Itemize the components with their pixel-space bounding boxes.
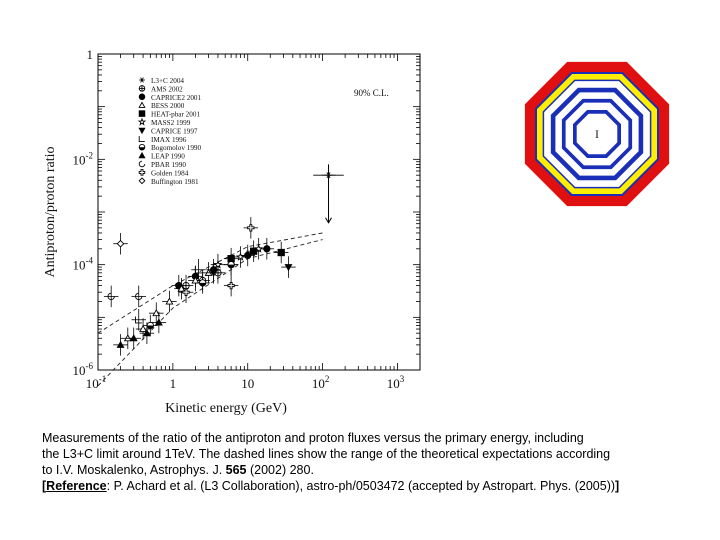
data-point-triangle-down-filled	[206, 262, 221, 284]
legend-label: L3+C 2004	[151, 77, 184, 85]
legend-label: Bogomolov 1990	[151, 144, 202, 152]
data-point-cross-open	[243, 217, 259, 239]
y-tick-label: 10-4	[73, 256, 94, 273]
data-point-triangle-open	[149, 302, 164, 324]
reference-label: Reference	[46, 479, 107, 493]
y-tick-label: 1	[87, 47, 94, 62]
data-point-triangle-open	[135, 318, 151, 340]
data-point-star	[210, 253, 226, 276]
caption-line-1: Measurements of the ratio of the antipro…	[42, 431, 584, 445]
data-point-triangle-filled	[113, 334, 128, 356]
theory-band	[97, 232, 323, 387]
legend-item: CAPRICE2 2001	[138, 93, 202, 102]
x-tick-label: 103	[387, 374, 405, 391]
data-point-cross-open	[223, 274, 239, 297]
figure-caption: Measurements of the ratio of the antipro…	[42, 430, 702, 494]
data-point-circle-filled	[259, 238, 275, 260]
x-axis-label: Kinetic energy (GeV)	[165, 401, 287, 416]
x-tick-labels: 10-1 1 10 102 103	[86, 374, 405, 391]
legend-label: Buffington 1981	[151, 178, 199, 186]
legend-label: AMS 2002	[151, 85, 183, 93]
caption-line-2: the L3+C limit around 1TeV. The dashed l…	[42, 447, 611, 461]
data-point-triangle-filled	[139, 322, 155, 344]
legend-label: PBAR 1990	[151, 161, 186, 169]
legend-label: HEAT-pbar 2001	[151, 111, 200, 119]
legend-label: IMAX 1996	[151, 136, 187, 144]
detector-diagram: I	[524, 61, 670, 207]
data-point-star	[233, 246, 248, 268]
data-point-bracket	[191, 259, 206, 281]
legend-item: LEAP 1990	[138, 151, 185, 161]
journal-volume: 565	[225, 463, 247, 477]
plot-frame	[97, 53, 421, 371]
data-point-cross-open	[178, 281, 194, 303]
data-point-triangle-filled	[151, 311, 167, 334]
data-point-circle-half	[223, 253, 239, 276]
data-point-square-filled	[273, 241, 289, 264]
data-point-circle-filled	[171, 274, 187, 297]
data-point-circle-half	[195, 272, 210, 294]
caption-reference: [Reference: P. Achard et al. (L3 Collabo…	[42, 479, 620, 493]
antiproton-ratio-chart: 10-1 1 10 102 103 1 10-2 10-4 10-6 L3+C 2004AMS…	[43, 47, 421, 416]
detector-label: I	[595, 127, 599, 141]
theory-lower-line	[97, 239, 323, 387]
legend-item: AMS 2002	[138, 85, 183, 93]
y-tick-label: 10-6	[73, 361, 94, 378]
legend-label: CAPRICE2 2001	[151, 94, 202, 102]
data-point-triangle-filled	[126, 327, 141, 350]
data-point-circle-arrow	[103, 285, 119, 308]
legend-label: MASS2 1999	[151, 119, 191, 127]
legend-item: Bogomolov 1990	[138, 143, 202, 152]
data-point-circle-half	[143, 314, 158, 337]
x-tick-label: 10-1	[86, 374, 107, 391]
data-points	[103, 164, 344, 356]
y-tick-labels: 1 10-2 10-4 10-6	[73, 47, 94, 378]
data-point-star	[251, 238, 266, 260]
confidence-level-annotation: 90% C.L.	[354, 88, 389, 98]
legend-item: CAPRICE 1997	[138, 127, 198, 135]
caption-line-3: to I.V. Moskalenko, Astrophys. J. 565 (2…	[42, 463, 314, 477]
legend-item: IMAX 1996	[138, 136, 187, 144]
legend-item: PBAR 1990	[138, 160, 186, 169]
data-point-triangle-down-filled	[281, 256, 296, 278]
legend-label: BESS 2000	[151, 102, 185, 110]
detector-core	[576, 113, 618, 155]
legend-item: HEAT-pbar 2001	[138, 110, 200, 119]
theory-upper-line	[97, 232, 323, 334]
x-tick-label: 10	[241, 376, 254, 391]
data-point-circle-arrow	[131, 285, 146, 308]
legend-label: LEAP 1990	[151, 153, 185, 161]
data-point-diamond-open	[113, 232, 128, 255]
y-axis-label: Antiproton/proton ratio	[43, 146, 58, 277]
legend-item: L3+C 2004	[139, 77, 184, 85]
legend-label: Golden 1984	[151, 169, 189, 177]
data-point-bracket	[131, 308, 146, 331]
x-tick-label: 102	[312, 374, 330, 391]
legend-label: CAPRICE 1997	[151, 127, 198, 135]
axis-ticks	[97, 53, 421, 371]
data-point-triangle-open	[162, 290, 177, 313]
data-point-asterisk	[313, 164, 344, 224]
legend-item: BESS 2000	[138, 101, 185, 110]
legend-item: Buffington 1981	[138, 177, 199, 186]
y-tick-label: 10-2	[73, 150, 94, 167]
legend-item: Golden 1984	[138, 169, 189, 177]
x-tick-label: 1	[170, 376, 177, 391]
legend-item: MASS2 1999	[137, 117, 191, 127]
